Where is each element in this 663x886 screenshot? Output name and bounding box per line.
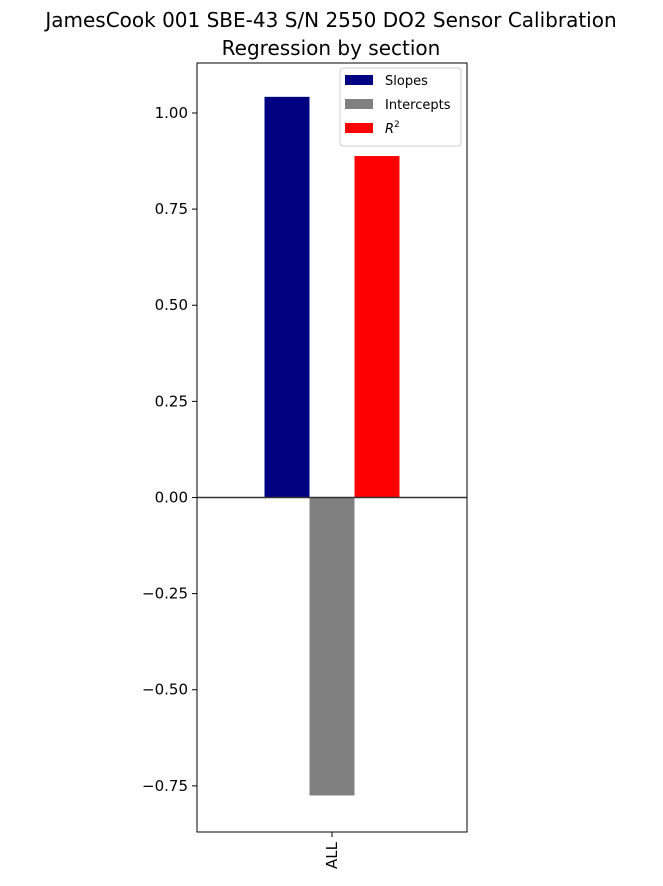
y-tick-label: −0.25 xyxy=(142,585,188,603)
legend-swatch-r-2 xyxy=(345,123,373,133)
chart-subtitle: Regression by section xyxy=(222,36,441,60)
y-tick-label: 0.00 xyxy=(155,488,188,506)
y-tick-label: 0.25 xyxy=(155,392,188,410)
chart-title: JamesCook 001 SBE-43 S/N 2550 DO2 Sensor… xyxy=(43,8,616,32)
bar-intercepts xyxy=(309,497,355,796)
plot-frame xyxy=(196,62,468,833)
bar-r-2 xyxy=(354,156,400,498)
legend-label-intercepts: Intercepts xyxy=(385,98,451,113)
y-tick-label: 0.50 xyxy=(155,296,188,314)
y-tick-label: −0.75 xyxy=(142,777,188,795)
legend-swatch-intercepts xyxy=(345,99,373,109)
x-tick-label: ALL xyxy=(323,841,341,869)
legend-label-r-2: R2 xyxy=(385,120,400,137)
y-tick-label: 1.00 xyxy=(155,104,188,122)
y-tick-label: 0.75 xyxy=(155,200,188,218)
plot-area: 1.00 0.75 0.50 0.25 0.00 −0.25 −0.50 −0.75 ALL xyxy=(142,96,467,869)
legend: Slopes Intercepts R2 xyxy=(339,67,462,147)
legend-swatch-slopes xyxy=(345,75,373,85)
y-tick-label: −0.50 xyxy=(142,681,188,699)
bar-slopes xyxy=(264,96,310,498)
legend-label-slopes: Slopes xyxy=(385,74,428,89)
